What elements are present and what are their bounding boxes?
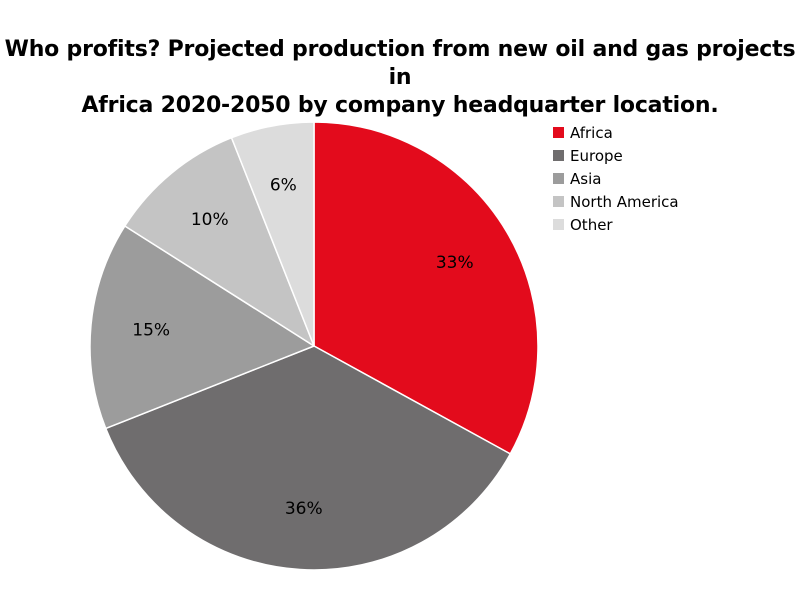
slice-europe [104, 345, 512, 571]
slice-label-africa: 33% [436, 253, 474, 273]
chart-title: Who profits? Projected production from n… [0, 36, 800, 120]
slice-label-north-america: 10% [191, 210, 229, 230]
legend: Africa Europe Asia North America Other [553, 121, 679, 236]
slice-north-america [124, 136, 315, 347]
legend-label-other: Other [570, 215, 613, 234]
slice-other [230, 121, 315, 347]
slice-asia [89, 225, 315, 430]
pie-slice-labels: 33% 36% 15% 10% 6% [132, 175, 473, 519]
legend-item-north-america: North America [553, 190, 679, 213]
legend-label-europe: Europe [570, 146, 623, 165]
chart-title-line-1: Who profits? Projected production from n… [4, 37, 796, 90]
chart-title-line-2: Africa 2020-2050 by company headquarter … [81, 93, 719, 118]
legend-swatch-europe [553, 150, 564, 161]
legend-swatch-africa [553, 127, 564, 138]
slice-label-asia: 15% [132, 321, 170, 341]
slice-label-other: 6% [270, 175, 297, 195]
legend-swatch-other [553, 219, 564, 230]
slice-africa [313, 121, 539, 455]
pie-slices [89, 121, 539, 571]
legend-item-europe: Europe [553, 144, 679, 167]
legend-item-other: Other [553, 213, 679, 236]
slice-label-europe: 36% [285, 499, 323, 519]
legend-label-asia: Asia [570, 169, 602, 188]
legend-item-asia: Asia [553, 167, 679, 190]
legend-label-north-america: North America [570, 192, 679, 211]
legend-label-africa: Africa [570, 123, 613, 142]
legend-swatch-north-america [553, 196, 564, 207]
legend-item-africa: Africa [553, 121, 679, 144]
legend-swatch-asia [553, 173, 564, 184]
